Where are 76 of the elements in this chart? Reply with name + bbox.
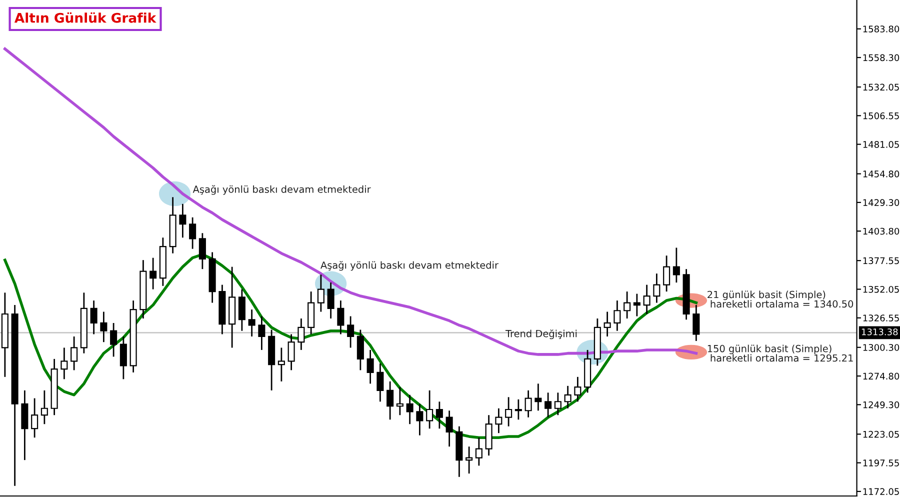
y-tick-label: 1403.80 [863,228,900,235]
candlestick [248,308,256,338]
annotation: Aşağı yönlü baskı devam etmektedir [192,185,371,195]
candlestick [514,398,522,420]
candlestick [110,322,118,358]
y-tick-label: 1377.55 [863,257,899,264]
candlestick [624,290,631,320]
candlestick [278,347,285,382]
candlestick [288,334,295,371]
candlestick [100,311,108,343]
candlestick [366,349,374,384]
candlestick [466,446,473,474]
y-tick-label: 1429.30 [863,199,900,206]
y-tick-label: 1223.05 [863,430,899,438]
candlestick [426,390,434,430]
text: 150 günlük basit (Simple) hareketli ortalama = 1295.21 [708,344,853,362]
candlestick [189,216,196,250]
y-tick-label: 1454.80 [863,170,900,178]
candlestick [347,316,354,348]
candlestick [198,232,206,270]
text: 21 günlük basit (Simple) hareketli ortalama = 1340.50 [708,290,854,308]
candlestick [179,203,186,238]
candlestick [120,336,127,380]
y-tick-label: 1197.55 [863,460,899,466]
candlestick [436,400,443,430]
candlestick [633,293,640,317]
candlestick [574,376,582,402]
candlestick [653,272,660,304]
y-tick-label: 1249.30 [863,401,900,408]
candlestick [672,247,680,284]
candlestick [544,392,552,418]
candlestick [238,288,246,332]
candlestick [376,362,384,402]
y-tick-label: 1326.55 [863,314,899,322]
y-tick-label: 1274.80 [863,372,900,380]
candlestick [534,382,542,412]
candlestick [614,300,621,332]
y-tick-label: 1583.80 [863,26,900,32]
annotation: Aşağı yönlü baskı devam etmektedir [320,261,498,271]
y-tick-label: 1300.30 [863,344,900,351]
candlestick [258,316,266,351]
candlestick [416,403,424,436]
candlestick [60,347,68,380]
candlestick [495,408,502,434]
candlestick [475,436,482,466]
candlestick [406,394,414,425]
candlestick [643,284,650,315]
y-tick-label: 1172.05 [863,488,899,496]
annotation: Trend Değişimi [505,329,577,340]
candlestick [663,254,670,292]
candlestick [396,386,404,416]
y-tick-label: 1352.05 [863,286,899,293]
candlestick [564,385,572,410]
candlestick [505,396,512,428]
y-tick-label: 1558.30 [863,54,900,62]
candlestick [524,390,532,418]
candlestick [90,300,98,335]
candlestick [31,398,38,438]
candlestick [70,336,78,371]
candlestick [692,304,700,342]
y-tick-label: 1532.05 [863,84,899,91]
candlestick [327,282,334,320]
candlestick [554,392,562,416]
y-tick-label: 1481.05 [863,141,899,148]
text: Altın Günlük Grafik [14,12,156,23]
y-tick-label: 1506.55 [863,112,899,120]
candlestick [337,300,344,335]
candlestick [317,274,324,312]
candlestick [446,410,453,448]
candlestick [40,390,48,425]
ref-line-label: 1313.38 [862,328,898,336]
candlestick [356,329,364,371]
candlestick [298,318,305,351]
candlestick [604,311,611,338]
candlestick [386,380,394,420]
candlestick [150,257,157,290]
